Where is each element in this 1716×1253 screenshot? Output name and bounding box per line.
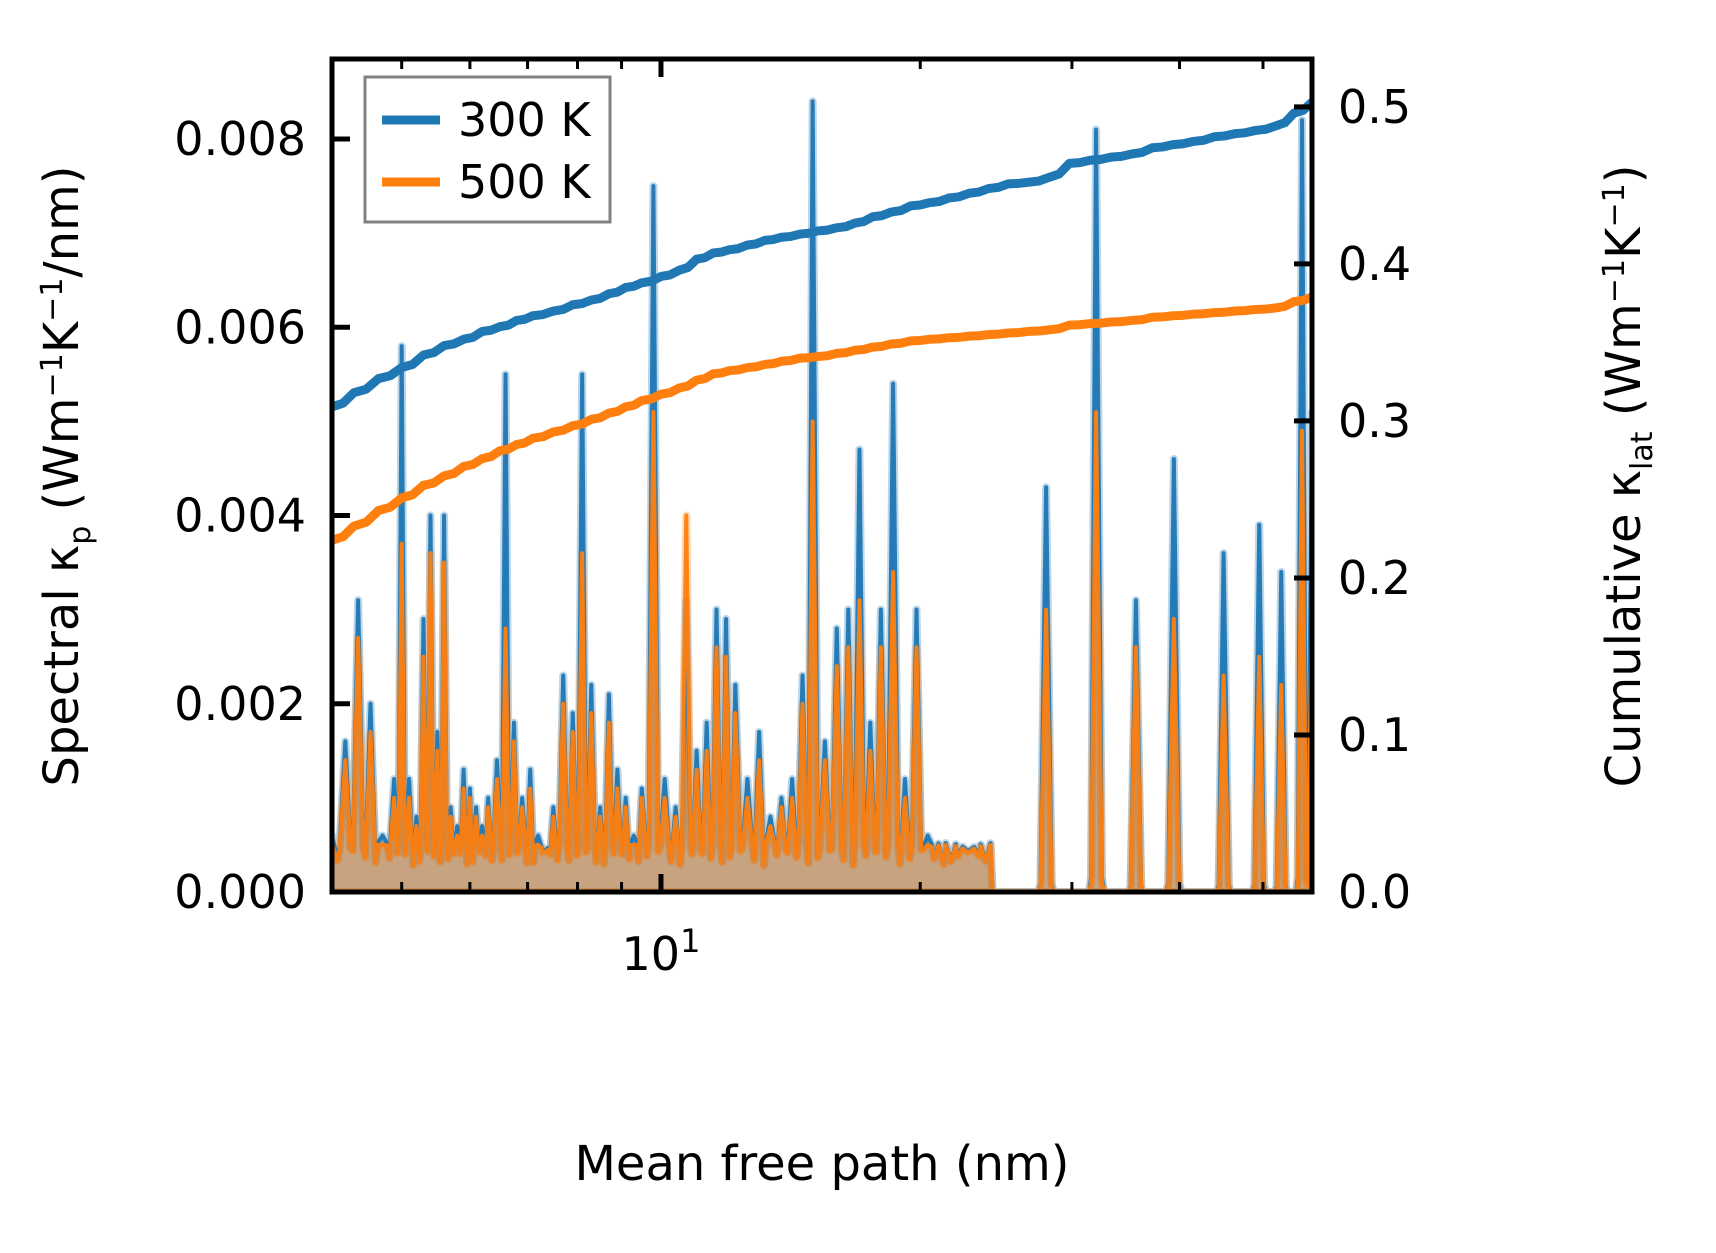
cumulative-line-group — [332, 97, 1312, 545]
y-left-tick-labels: 0.000 0.002 0.004 0.006 0.008 — [174, 112, 306, 919]
y-right-tick-label: 0.1 — [1338, 708, 1411, 762]
y-right-tick-label: 0.0 — [1338, 865, 1411, 919]
legend[interactable]: 300 K 500 K — [363, 75, 612, 224]
y-right-tick-label: 0.5 — [1338, 80, 1411, 134]
y-right-title-k: K — [1596, 226, 1652, 259]
y-right-title-prefix: Cumulative κ — [1596, 470, 1652, 788]
legend-item-500k[interactable]: 500 K — [382, 155, 592, 209]
legend-frame — [363, 75, 612, 224]
y-right-tick-label: 0.2 — [1338, 551, 1411, 605]
y-right-tick-labels: 0.0 0.1 0.2 0.3 0.4 0.5 — [1338, 80, 1411, 919]
y-right-title-unit-open: (Wm — [1596, 303, 1652, 431]
y-left-title-sup2: −1 — [35, 278, 70, 322]
y-right-axis-title: Cumulative κlat (Wm−1K−1) — [1596, 165, 1660, 788]
y-right-title-sub: lat — [1625, 431, 1660, 470]
x-axis-ticks — [400, 59, 1265, 892]
y-left-title-sub: p — [63, 526, 98, 545]
y-left-axis-ticks — [332, 136, 350, 895]
x-axis-tick-labels: 101 — [622, 922, 701, 981]
y-left-title-k: K — [34, 320, 90, 353]
legend-label-500k: 500 K — [458, 155, 592, 209]
y-left-tick-label: 0.000 — [174, 865, 306, 919]
y-right-title-sup1: −1 — [1597, 259, 1632, 303]
cumulative-line-300k — [332, 97, 1312, 412]
y-left-tick-label: 0.006 — [174, 300, 306, 354]
y-left-title-prefix: Spectral κ — [34, 545, 90, 787]
y-left-tick-label: 0.008 — [174, 112, 306, 166]
y-right-axis-ticks — [1294, 104, 1312, 895]
y-left-axis-title: Spectral κp (Wm−1K−1/nm) — [34, 166, 98, 787]
y-left-title-unit-close: /nm) — [34, 166, 90, 278]
y-left-tick-label: 0.004 — [174, 489, 306, 543]
x-axis-title: Mean free path (nm) — [575, 1136, 1070, 1192]
cumulative-line-500k — [332, 292, 1312, 545]
y-right-title-unit-close: ) — [1596, 165, 1652, 184]
legend-item-300k[interactable]: 300 K — [382, 93, 592, 147]
legend-label-300k: 300 K — [458, 93, 592, 147]
axes-frame — [329, 56, 1315, 895]
svg-text:Cumulative κlat (Wm−1K−1): Cumulative κlat (Wm−1K−1) — [1596, 165, 1660, 788]
svg-text:Spectral κp (Wm−1K−1/nm): Spectral κp (Wm−1K−1/nm) — [34, 166, 98, 787]
y-right-tick-label: 0.3 — [1338, 394, 1411, 448]
y-left-title-unit-open: (Wm — [34, 398, 90, 526]
y-right-tick-label: 0.4 — [1338, 237, 1411, 291]
y-left-tick-label: 0.002 — [174, 677, 306, 731]
x-tick-label: 101 — [622, 922, 701, 981]
y-right-title-sup2: −1 — [1597, 183, 1632, 227]
y-left-title-sup1: −1 — [35, 353, 70, 397]
